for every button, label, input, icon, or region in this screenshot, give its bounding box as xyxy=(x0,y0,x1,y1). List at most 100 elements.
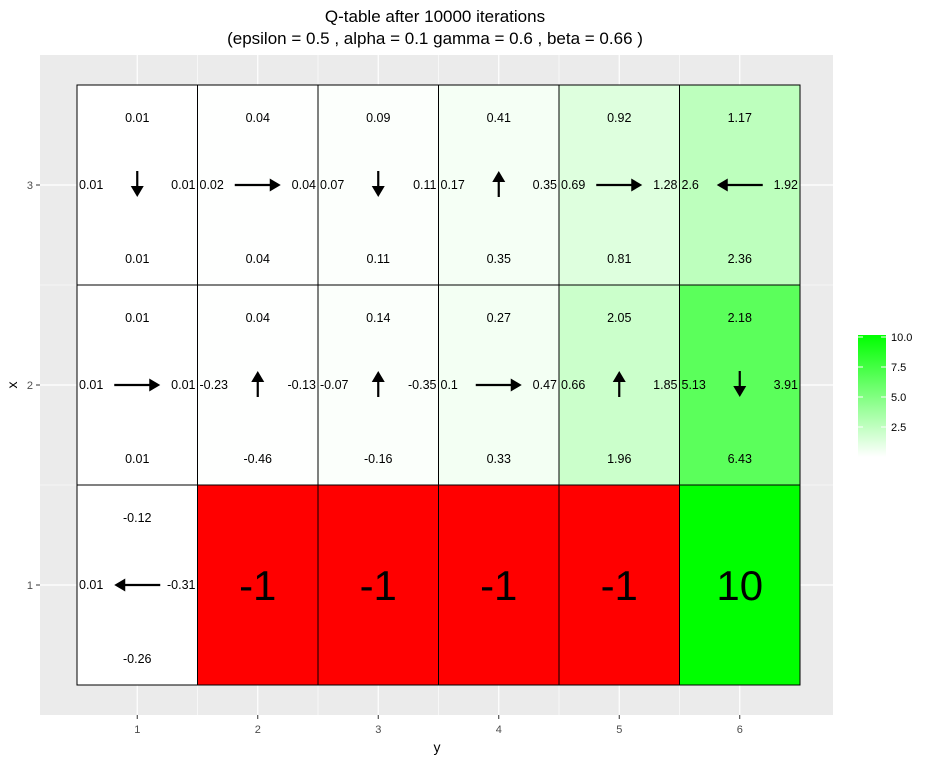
reward-cell: -1 xyxy=(197,484,319,686)
q-cell: 0.04 0.04 0.02 0.04 xyxy=(197,84,319,286)
q-value-up: 0.92 xyxy=(607,111,631,125)
color-legend: 2.5 5.0 7.5 10.0 xyxy=(858,332,912,457)
q-value-right: 1.85 xyxy=(653,378,677,392)
y-tick-label: 1 xyxy=(27,580,33,592)
legend-tick-label: 7.5 xyxy=(891,362,906,374)
q-value-up: 0.04 xyxy=(246,111,270,125)
q-value-left: -0.23 xyxy=(200,378,229,392)
q-cell: 0.27 0.33 0.1 0.47 xyxy=(438,284,560,486)
arrow-head xyxy=(510,378,522,392)
reward-cell: -1 xyxy=(438,484,560,686)
reward-cell: -1 xyxy=(558,484,680,686)
q-value-right: 0.01 xyxy=(171,178,195,192)
q-value-up: -0.12 xyxy=(123,511,152,525)
chart-subtitle: (epsilon = 0.5 , alpha = 0.1 gamma = 0.6… xyxy=(227,29,643,48)
q-value-right: 0.11 xyxy=(413,178,436,192)
policy-arrow-down xyxy=(371,171,385,197)
arrow-head xyxy=(130,186,144,197)
q-value-left: 2.6 xyxy=(682,178,699,192)
q-cell: 0.41 0.35 0.17 0.35 xyxy=(438,84,560,286)
q-cell: -0.12 -0.26 0.01 -0.31 xyxy=(76,484,198,686)
arrow-head xyxy=(251,371,265,382)
reward-label: -1 xyxy=(601,562,638,609)
legend-colorbar xyxy=(858,335,886,457)
q-cell: 0.01 0.01 0.01 0.01 xyxy=(76,284,198,486)
arrow-head xyxy=(492,171,506,182)
q-cells: 0.010.010.01 0.010.040.040.02 0.040.090.11… xyxy=(76,84,801,686)
q-value-left: 0.02 xyxy=(200,178,224,192)
arrow-head xyxy=(716,178,728,192)
legend-tick-label: 5.0 xyxy=(891,392,906,404)
policy-arrow-down xyxy=(130,171,144,197)
y-axis-ticks: 1 2 3 xyxy=(27,180,40,592)
q-value-right: -0.35 xyxy=(408,378,437,392)
policy-arrow-right xyxy=(596,178,643,192)
q-cell: 2.05 1.96 0.66 1.85 xyxy=(558,284,680,486)
q-value-left: 0.07 xyxy=(320,178,344,192)
y-tick-label: 3 xyxy=(27,180,33,192)
q-value-up: 0.14 xyxy=(366,311,390,325)
q-value-down: 0.11 xyxy=(367,252,390,266)
q-value-up: 0.09 xyxy=(366,111,390,125)
policy-arrow-right xyxy=(234,178,281,192)
q-value-up: 0.01 xyxy=(125,311,149,325)
policy-arrow-left xyxy=(114,578,161,592)
x-axis-label: y xyxy=(434,739,441,755)
q-value-left: 0.01 xyxy=(79,378,103,392)
reward-cell-tile xyxy=(197,484,319,686)
q-value-down: -0.46 xyxy=(244,452,273,466)
q-cell: 2.18 6.43 5.13 3.91 xyxy=(679,284,801,486)
q-value-right: 0.35 xyxy=(533,178,557,192)
reward-cell-tile xyxy=(558,484,680,686)
q-value-down: -0.16 xyxy=(364,452,393,466)
policy-arrow-up xyxy=(251,371,265,397)
q-value-right: -0.13 xyxy=(288,378,317,392)
reward-label: -1 xyxy=(239,562,276,609)
y-tick-label: 2 xyxy=(27,380,33,392)
q-value-down: 0.04 xyxy=(246,252,270,266)
q-cell: 1.17 2.36 2.6 1.92 xyxy=(679,84,801,286)
y-axis-label: x xyxy=(4,382,20,389)
q-cell: 0.14 -0.16 -0.07 -0.35 xyxy=(317,284,439,486)
reward-cell-tile xyxy=(679,484,801,686)
q-value-down: 0.81 xyxy=(607,252,631,266)
policy-arrow-up xyxy=(492,171,506,197)
arrow-head xyxy=(114,578,126,592)
q-value-left: 0.01 xyxy=(79,178,103,192)
reward-label: -1 xyxy=(480,562,517,609)
q-value-down: 0.01 xyxy=(125,452,149,466)
q-value-up: 1.17 xyxy=(728,111,752,125)
arrow-head xyxy=(612,371,626,382)
policy-arrow-right xyxy=(475,378,522,392)
q-value-up: 0.01 xyxy=(125,111,149,125)
arrow-head xyxy=(733,386,747,397)
q-value-right: 1.28 xyxy=(653,178,677,192)
arrow-head xyxy=(631,178,643,192)
policy-arrow-right xyxy=(114,378,161,392)
chart-title: Q-table after 10000 iterations xyxy=(325,7,545,26)
q-value-left: 0.69 xyxy=(561,178,585,192)
q-value-right: 0.01 xyxy=(171,378,195,392)
q-value-down: -0.26 xyxy=(123,652,152,666)
legend-ticks: 2.5 5.0 7.5 10.0 xyxy=(858,332,912,434)
q-value-down: 0.01 xyxy=(125,252,149,266)
reward-cells: -1 -1 -1 -1 10 xyxy=(197,484,801,686)
q-value-left: 0.01 xyxy=(79,578,103,592)
q-value-right: 1.92 xyxy=(774,178,798,192)
reward-cell: -1 xyxy=(317,484,439,686)
x-axis-ticks: 1 2 3 4 5 6 xyxy=(134,715,743,736)
x-tick-label: 3 xyxy=(375,724,381,736)
policy-arrow-up xyxy=(612,371,626,397)
reward-cell-tile xyxy=(438,484,560,686)
q-value-left: -0.07 xyxy=(320,378,349,392)
q-value-left: 0.1 xyxy=(441,378,458,392)
reward-label: -1 xyxy=(360,562,397,609)
x-tick-label: 6 xyxy=(737,724,743,736)
q-value-left: 0.17 xyxy=(441,178,465,192)
q-cell: 0.04 -0.46 -0.23 -0.13 xyxy=(197,284,319,486)
x-tick-label: 5 xyxy=(616,724,622,736)
q-value-up: 0.41 xyxy=(487,111,511,125)
arrow-head xyxy=(371,371,385,382)
reward-cell: 10 xyxy=(679,484,801,686)
